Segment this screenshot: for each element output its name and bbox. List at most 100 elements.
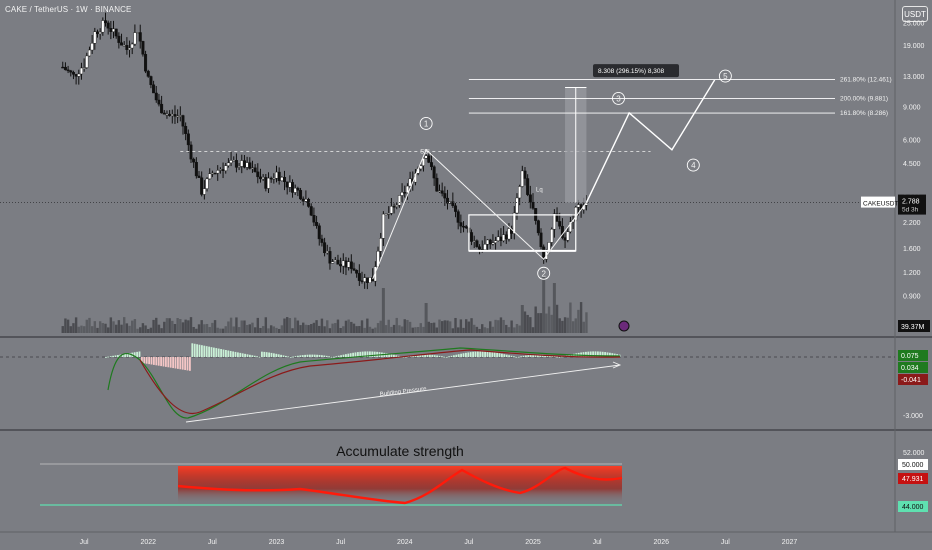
volume-bar [157, 324, 161, 333]
volume-bar [427, 321, 430, 333]
macd-histogram-bar [421, 354, 424, 357]
macd-histogram-bar [167, 357, 170, 368]
candle [323, 242, 327, 254]
time-tick-label: 2024 [397, 539, 413, 546]
volume-bar [526, 314, 529, 333]
macd-histogram-bar [244, 353, 246, 357]
candle [454, 205, 458, 212]
time-tick-label: Jul [464, 539, 473, 546]
macd-histogram-bar [501, 353, 503, 357]
volume-bar [499, 317, 503, 333]
macd-histogram-bar [510, 355, 513, 357]
event-icon[interactable] [618, 320, 630, 332]
volume-bar [77, 326, 80, 333]
volume-bar [256, 317, 259, 333]
candle [120, 42, 124, 46]
macd-histogram-bar [220, 349, 222, 357]
macd-histogram-bar [198, 344, 201, 357]
volume-bar [440, 321, 444, 333]
candle [462, 225, 466, 228]
candle [218, 169, 222, 171]
time-tick-label: Jul [593, 539, 602, 546]
osc-50-label: 50.000 [902, 462, 924, 469]
volume-bar [489, 321, 492, 333]
candle [90, 43, 94, 51]
volume-bar [128, 325, 131, 333]
volume-bar [446, 320, 449, 333]
macd-histogram-bar [493, 352, 496, 357]
candle [483, 243, 487, 250]
candle [328, 251, 332, 264]
macd-histogram-bar [153, 357, 155, 365]
macd-histogram-bar [496, 352, 498, 357]
macd-histogram-bar [529, 354, 532, 357]
volume-bar [502, 319, 505, 333]
price-tick-label: 6.000 [903, 138, 921, 145]
macd-histogram-bar [613, 353, 616, 357]
macd-histogram-bar [241, 353, 244, 357]
macd-histogram-bar [237, 352, 239, 357]
candle [512, 212, 516, 234]
candle [95, 31, 99, 35]
volume-bar [291, 328, 294, 333]
currency-button[interactable]: USDT [902, 6, 928, 22]
candle [234, 160, 238, 168]
macd-histogram-bar [340, 355, 342, 357]
volume-bar [347, 319, 350, 333]
candle [523, 170, 527, 179]
volume-spike [381, 288, 385, 333]
volume-bar [240, 320, 243, 333]
candle [202, 188, 206, 195]
macd-histogram-bar [282, 355, 285, 357]
volume-bar [360, 320, 364, 333]
volume-bar [72, 323, 75, 333]
volume-bar [125, 323, 129, 333]
candle [221, 169, 225, 171]
macd-histogram-bar [604, 352, 606, 357]
macd-histogram-bar [419, 354, 422, 357]
volume-bar [232, 326, 235, 333]
macd-histogram-bar [177, 357, 179, 369]
macd-histogram-bar [349, 353, 352, 357]
volume-bar [253, 327, 257, 333]
candle [472, 240, 476, 242]
candle [464, 226, 468, 229]
volume-bar [165, 318, 169, 333]
candle [552, 213, 556, 230]
volume-bar [74, 317, 78, 333]
volume-bar [221, 328, 225, 333]
candle [157, 99, 161, 105]
macd-histogram-bar [505, 354, 508, 357]
candle [421, 158, 425, 166]
volume-bar [368, 326, 372, 333]
candle [499, 236, 503, 241]
candle [432, 166, 436, 179]
macd-histogram-bar [217, 348, 220, 357]
candle [237, 166, 241, 168]
price-tick-label: 9.000 [903, 104, 921, 111]
macd-histogram-bar [520, 356, 522, 358]
macd-histogram-bar [112, 355, 114, 357]
macd-histogram-bar [213, 347, 215, 357]
candle [133, 32, 137, 45]
volume-bar [571, 321, 575, 333]
macd-histogram-bar [181, 357, 184, 370]
macd-histogram-bar [369, 351, 371, 357]
volume-bar [275, 327, 278, 333]
measure-label: 8.308 (296.15%) 8,308 [598, 68, 665, 75]
macd-histogram-bar [249, 354, 251, 357]
volume-bar [245, 324, 249, 333]
wave-circle [537, 266, 551, 280]
macd-histogram-bar [129, 353, 131, 357]
macd-histogram-bar [361, 351, 364, 357]
macd-histogram-bar [193, 343, 196, 357]
macd-histogram-bar [371, 351, 374, 357]
candle [568, 221, 572, 233]
macd-histogram-bar [261, 351, 263, 357]
macd-histogram-bar [124, 353, 126, 357]
candle [170, 114, 174, 116]
volume-bar [213, 320, 217, 333]
candle [160, 103, 164, 114]
candle [109, 28, 113, 32]
wave-path [372, 148, 587, 280]
